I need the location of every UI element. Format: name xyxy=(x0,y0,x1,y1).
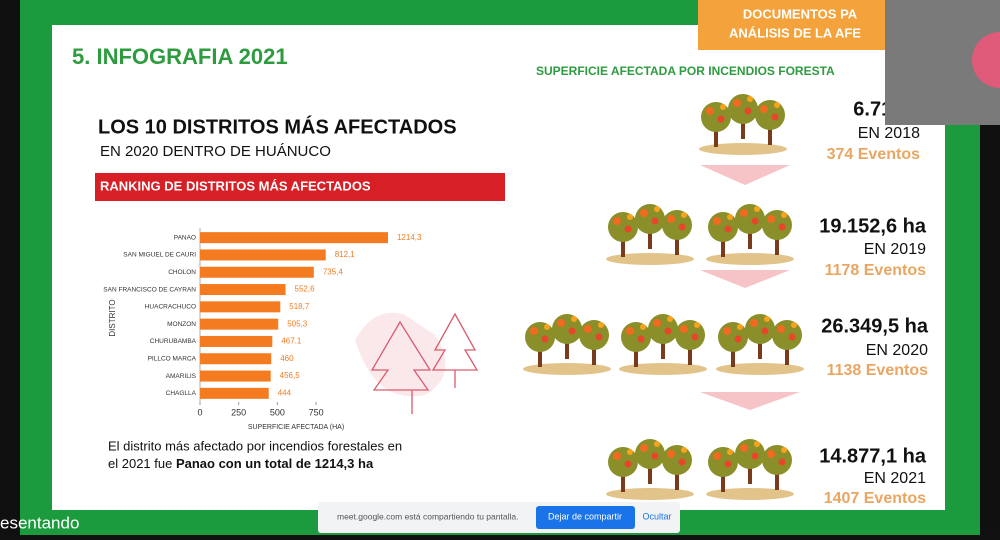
bar xyxy=(200,335,273,347)
arrows xyxy=(700,165,800,410)
stop-button[interactable] xyxy=(536,506,635,529)
events: 1138 Eventos xyxy=(827,362,929,379)
x-tick-label: 0 xyxy=(197,407,202,417)
caption-text: el 2021 fue xyxy=(108,456,176,471)
bar xyxy=(200,387,269,399)
bar xyxy=(200,232,388,244)
events: 1407 Eventos xyxy=(824,490,926,507)
y-tick-label: MONZON xyxy=(167,321,196,328)
avatar xyxy=(972,32,1000,88)
bar xyxy=(200,353,272,365)
share-notice: meet.google.com está compartiendo tu pan… xyxy=(337,511,518,521)
value-label: 505,3 xyxy=(287,319,308,328)
area: 19.152,6 ha xyxy=(819,215,927,237)
banner-text: RANKING DE DISTRITOS MÁS AFECTADOS xyxy=(100,178,371,193)
year: EN 2021 xyxy=(864,470,926,487)
header-line: DOCUMENTOS PA xyxy=(743,6,858,21)
caption-bold: Panao con un total de 1214,3 ha xyxy=(176,456,374,471)
value-label: 456,5 xyxy=(280,371,301,380)
value-label: 518,7 xyxy=(289,302,310,311)
slide-title: 5. INFOGRAFIA 2021 xyxy=(72,44,288,69)
events: 374 Eventos xyxy=(827,146,920,163)
header-box xyxy=(698,0,888,50)
area: 14.877,1 ha xyxy=(819,445,927,467)
x-tick-label: 250 xyxy=(231,407,246,417)
bar xyxy=(200,370,271,382)
year: EN 2019 xyxy=(864,241,926,258)
bar xyxy=(200,318,279,330)
caption: el 2021 fue Panao con un total de 1214,3… xyxy=(108,456,374,471)
y-tick-label: AMARILIS xyxy=(166,373,197,380)
bar xyxy=(200,249,326,261)
presenting-label: esentando xyxy=(0,513,79,532)
y-tick-label: CHOLON xyxy=(168,269,196,276)
x-tick-label: 500 xyxy=(270,407,285,417)
value-label: 735,4 xyxy=(323,267,344,276)
bar xyxy=(200,266,314,278)
value-label: 812,1 xyxy=(335,250,356,259)
year: EN 2018 xyxy=(858,125,920,142)
right-title: SUPERFICIE AFECTADA POR INCENDIOS FOREST… xyxy=(536,64,835,78)
value-label: 552,6 xyxy=(295,285,316,294)
y-tick-label: CHURUBAMBA xyxy=(150,338,197,345)
area: 26.349,5 ha xyxy=(821,315,929,337)
value-label: 444 xyxy=(278,388,292,397)
slide xyxy=(52,25,945,510)
year: EN 2020 xyxy=(866,342,928,359)
bar xyxy=(200,284,286,296)
value-label: 460 xyxy=(280,354,294,363)
heading: LOS 10 DISTRITOS MÁS AFECTADOS xyxy=(98,115,457,138)
y-axis-label: DISTRITO xyxy=(108,299,117,336)
subheading: EN 2020 DENTRO DE HUÁNUCO xyxy=(100,143,331,160)
x-tick-label: 750 xyxy=(309,407,324,417)
events: 1178 Eventos xyxy=(825,262,927,279)
y-tick-label: SAN MIGUEL DE CAURI xyxy=(123,252,196,259)
stop-button-label[interactable]: Dejar de compartir xyxy=(548,511,622,521)
chart: 0 250 500 750 SUPERFICIE AFECTADA (HA) DISTRI… xyxy=(103,232,422,431)
y-tick-label: CHAGLLA xyxy=(166,390,197,397)
hide-button[interactable]: Ocultar xyxy=(642,511,671,521)
y-tick-label: PANAO xyxy=(174,234,196,241)
y-tick-label: PILLCO MARCA xyxy=(148,355,197,362)
y-tick-label: HUACRACHUCO xyxy=(145,304,196,311)
banner xyxy=(95,173,505,201)
pine-icon xyxy=(355,312,479,414)
x-axis-label: SUPERFICIE AFECTADA (HA) xyxy=(248,424,344,431)
caption: El distrito más afectado por incendios f… xyxy=(108,438,402,453)
y-tick-label: SAN FRANCISCO DE CAYRAN xyxy=(103,286,196,293)
header-line: ANÁLISIS DE LA AFE xyxy=(729,25,861,40)
value-label: 467.1 xyxy=(281,337,302,346)
value-label: 1214,3 xyxy=(397,233,422,242)
bar xyxy=(200,301,281,313)
